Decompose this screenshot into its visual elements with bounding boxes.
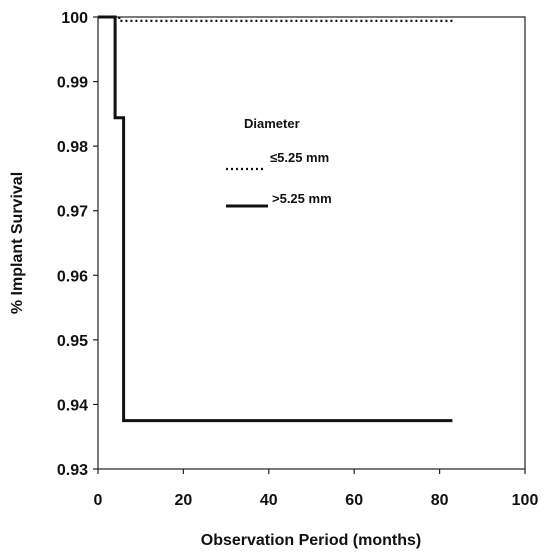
x-tick-label: 40 [260, 492, 278, 509]
y-tick-label: 0.95 [57, 333, 88, 350]
y-tick-label: 0.96 [57, 268, 88, 285]
x-tick-label: 20 [175, 492, 193, 509]
y-axis: 0.93 0.94 0.95 0.96 0.97 0.98 0.99 100 [57, 10, 98, 479]
y-tick-label: 0.98 [57, 139, 88, 156]
y-axis-title: % Implant Survival [9, 172, 26, 314]
y-tick-label: 0.99 [57, 75, 88, 92]
legend-label-small-diameter: ≤5.25 mm [270, 150, 329, 165]
series-line-small-diameter [118, 17, 453, 22]
y-tick-label: 0.94 [57, 397, 88, 414]
y-tick-label: 100 [61, 10, 88, 27]
x-tick-label: 100 [512, 492, 539, 509]
x-tick-label: 0 [94, 492, 103, 509]
legend-label-large-diameter: >5.25 mm [272, 191, 332, 206]
series-line-large-diameter [98, 15, 453, 423]
legend: Diameter ≤5.25 mm >5.25 mm [226, 116, 332, 208]
series-layer [98, 15, 453, 423]
x-tick-label: 60 [345, 492, 363, 509]
y-tick-label: 0.97 [57, 204, 88, 221]
y-tick-label: 0.93 [57, 462, 88, 479]
x-tick-label: 80 [431, 492, 449, 509]
x-axis: 0 20 40 60 80 100 [94, 469, 539, 509]
plot-frame [97, 16, 526, 470]
x-axis-title: Observation Period (months) [201, 532, 421, 549]
legend-title: Diameter [244, 116, 300, 131]
